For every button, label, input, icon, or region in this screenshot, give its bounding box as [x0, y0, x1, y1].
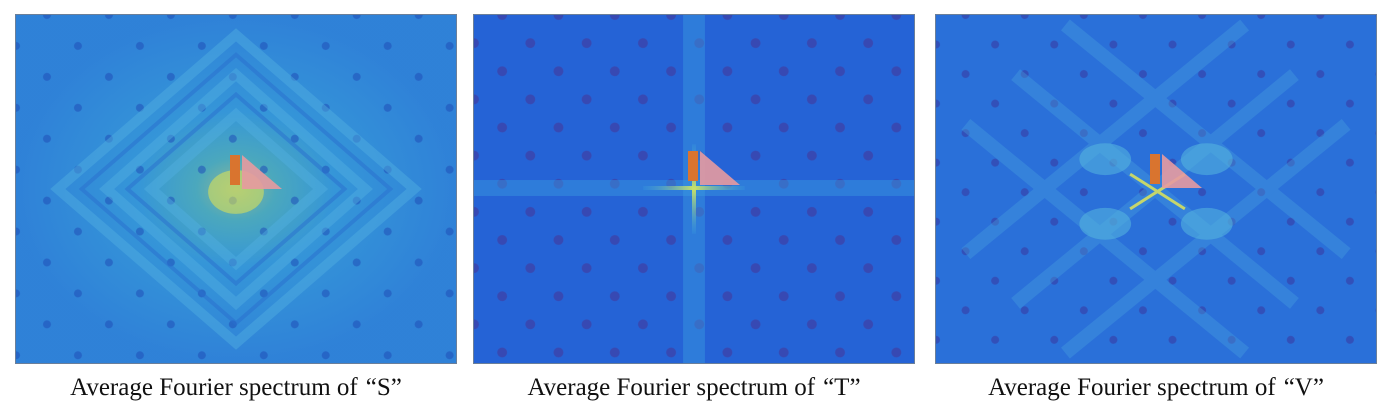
spectrum-panel-t [473, 14, 915, 364]
caption-prefix: Average Fourier spectrum of [70, 374, 358, 401]
caption-label: “V” [1283, 374, 1324, 401]
caption-t: Average Fourier spectrum of “T” [473, 374, 915, 402]
caption-v: Average Fourier spectrum of “V” [935, 374, 1377, 402]
spectrum-image-t [474, 15, 914, 363]
caption-prefix: Average Fourier spectrum of [988, 374, 1276, 401]
caption-s: Average Fourier spectrum of “S” [15, 374, 457, 402]
caption-label: “T” [823, 374, 861, 401]
spectrum-panel-v [935, 14, 1377, 364]
spectrum-image-s [16, 15, 456, 363]
spectrum-panel-s [15, 14, 457, 364]
caption-label: “S” [365, 374, 402, 401]
caption-prefix: Average Fourier spectrum of [527, 374, 816, 401]
spectrum-image-v [936, 15, 1376, 363]
